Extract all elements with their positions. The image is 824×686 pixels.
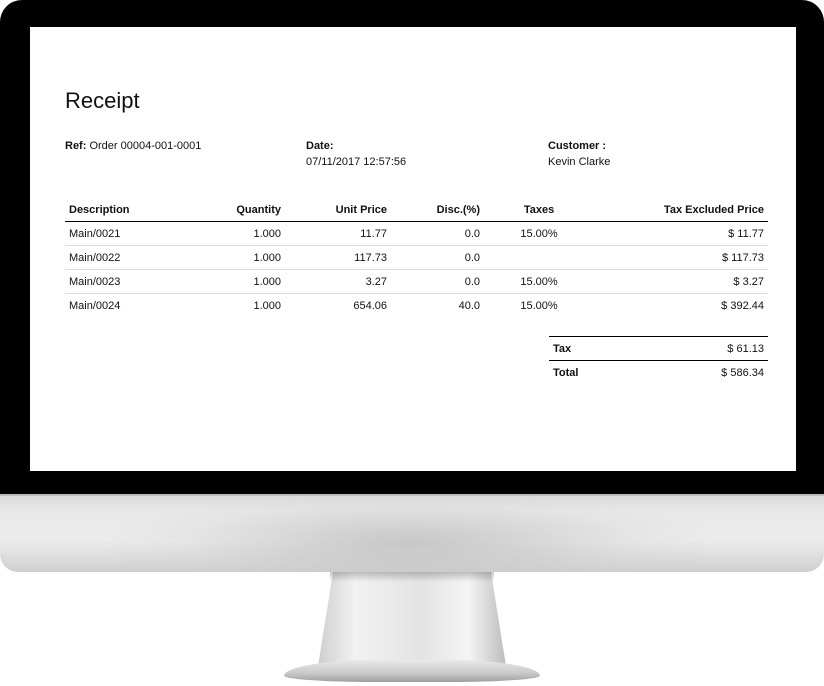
cell-price: $ 11.77: [594, 221, 768, 246]
cell-discount: 0.0: [391, 221, 484, 246]
cell-taxes: [484, 245, 594, 270]
cell-unit-price: 3.27: [285, 269, 391, 294]
cell-price: $ 392.44: [721, 299, 764, 312]
table-row: Main/0024 1.000 654.06 40.0 15.00% $ 392…: [65, 294, 768, 318]
order-reference: Ref: Order 00004-001-0001: [65, 138, 201, 154]
cell-taxes: 15.00%: [520, 299, 558, 312]
totals-table: Tax $ 61.13 Total $ 586.34: [549, 336, 768, 384]
total-row: Total $ 586.34: [549, 361, 768, 385]
column-header-quantity: Quantity: [185, 201, 285, 222]
column-header-description: Description: [65, 201, 185, 222]
cell-description: Main/0024: [69, 299, 121, 312]
column-header-taxes: Taxes: [484, 201, 594, 222]
cell-discount: 40.0: [458, 299, 480, 312]
cell-unit-price: 117.73: [285, 245, 391, 270]
cell-quantity: 1.000: [185, 221, 285, 246]
ref-label: Ref:: [65, 140, 87, 152]
order-date: Date: 07/11/2017 12:57:56: [306, 138, 406, 170]
cell-quantity: 1.000: [253, 299, 281, 312]
date-label: Date:: [306, 140, 334, 152]
cell-discount: 0.0: [391, 245, 484, 270]
monitor-stand-base: [284, 660, 540, 682]
table-row: Main/0023 1.000 3.27 0.0 15.00% $ 3.27: [65, 269, 768, 294]
order-lines-table: Description Quantity Unit Price Disc.(%)…: [65, 201, 768, 317]
table-header-row: Description Quantity Unit Price Disc.(%)…: [65, 201, 768, 222]
column-header-unit-price: Unit Price: [285, 201, 391, 222]
customer-label: Customer :: [548, 140, 607, 152]
cell-taxes: 15.00%: [484, 221, 594, 246]
cell-description: Main/0021: [65, 221, 185, 246]
cell-price: $ 117.73: [594, 245, 768, 270]
ref-value: Order 00004-001-0001: [89, 140, 202, 152]
tax-value: $ 61.13: [635, 336, 768, 361]
cell-quantity: 1.000: [185, 269, 285, 294]
column-header-discount: Disc.(%): [391, 201, 484, 222]
customer-name: Kevin Clarke: [548, 156, 611, 168]
monitor-stand-neck: [318, 572, 506, 666]
total-value: $ 586.34: [721, 366, 764, 379]
tax-row: Tax $ 61.13: [549, 336, 768, 361]
cell-discount: 0.0: [391, 269, 484, 294]
table-row: Main/0022 1.000 117.73 0.0 $ 117.73: [65, 245, 768, 270]
receipt-document: Receipt Ref: Order 00004-001-0001 Date: …: [30, 27, 796, 471]
cell-description: Main/0022: [65, 245, 185, 270]
page-title: Receipt: [65, 88, 140, 113]
table-row: Main/0021 1.000 11.77 0.0 15.00% $ 11.77: [65, 221, 768, 246]
cell-unit-price: 11.77: [285, 221, 391, 246]
tax-label: Tax: [549, 336, 636, 361]
monitor-screen: Receipt Ref: Order 00004-001-0001 Date: …: [30, 27, 796, 471]
cell-taxes: 15.00%: [484, 269, 594, 294]
customer-info: Customer : Kevin Clarke: [548, 138, 610, 170]
date-value: 07/11/2017 12:57:56: [306, 156, 407, 168]
cell-quantity: 1.000: [185, 245, 285, 270]
cell-description: Main/0023: [65, 269, 185, 294]
monitor-stand-shadow: [330, 572, 494, 582]
total-label: Total: [553, 366, 579, 379]
column-header-tax-excluded-price: Tax Excluded Price: [594, 201, 768, 222]
cell-unit-price: 654.06: [353, 299, 387, 312]
monitor-chin: [0, 494, 824, 572]
cell-price: $ 3.27: [594, 269, 768, 294]
